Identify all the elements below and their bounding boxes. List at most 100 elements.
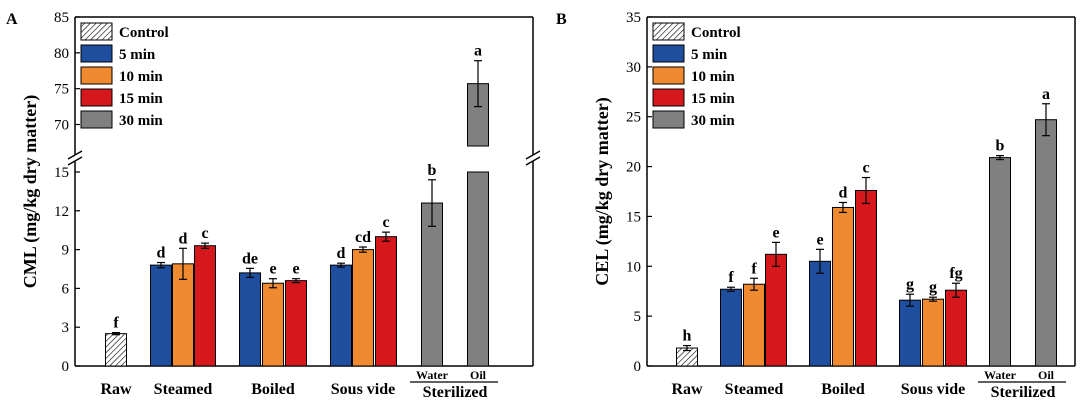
y-tick-label: 30 bbox=[626, 60, 641, 76]
bar bbox=[855, 190, 877, 367]
chart-panel-b: 0 5 10 15 20 25 30 35 CEL (mg/kg dry matter) h ff e… bbox=[592, 10, 1076, 401]
category-label: Sterilized bbox=[423, 384, 488, 401]
y-tick-label: 3 bbox=[62, 320, 70, 336]
y-tick-label: 85 bbox=[54, 10, 69, 26]
significance-letter: fg bbox=[949, 265, 962, 282]
y-tick-label: 70 bbox=[54, 118, 69, 134]
category-label: Steamed bbox=[154, 381, 213, 398]
bar bbox=[375, 236, 397, 367]
bar bbox=[150, 264, 172, 367]
bar bbox=[945, 289, 967, 367]
legend-label: 15 min bbox=[119, 91, 163, 107]
axis-break-gap bbox=[65, 155, 85, 161]
bar bbox=[330, 264, 352, 367]
legend-label: Control bbox=[691, 25, 741, 41]
legend-label: 30 min bbox=[691, 113, 735, 129]
significance-letter: e bbox=[269, 261, 276, 278]
significance-letter: a bbox=[1042, 86, 1050, 103]
bar bbox=[765, 253, 787, 367]
axis-break-gap bbox=[523, 155, 543, 161]
category-label: Boiled bbox=[821, 381, 865, 398]
significance-letter: f bbox=[751, 260, 757, 277]
significance-letter: d bbox=[179, 230, 188, 247]
legend-label: 10 min bbox=[119, 69, 163, 85]
legend-swatch bbox=[652, 66, 685, 85]
category-label: Raw bbox=[100, 381, 132, 398]
panel-label-b: B bbox=[556, 11, 567, 28]
legend-swatch bbox=[652, 110, 685, 129]
y-tick-label: 75 bbox=[54, 82, 69, 98]
significance-letter: a bbox=[474, 43, 482, 60]
y-tick-label: 15 bbox=[54, 165, 69, 181]
category-label: Sous vide bbox=[331, 381, 395, 398]
bar bbox=[922, 298, 944, 367]
legend-swatch bbox=[80, 88, 113, 107]
significance-letter: c bbox=[862, 160, 869, 177]
significance-letter: cd bbox=[355, 229, 371, 246]
significance-letter: d bbox=[839, 184, 848, 201]
significance-letter: e bbox=[292, 261, 299, 278]
break-mark bbox=[525, 150, 541, 160]
sub-category-label: Water bbox=[984, 368, 1017, 382]
y-tick-label: 15 bbox=[626, 209, 641, 225]
legend-swatch bbox=[80, 110, 113, 129]
bar bbox=[239, 272, 261, 367]
category-label: Sterilized bbox=[991, 384, 1056, 401]
y-tick-label: 35 bbox=[626, 10, 641, 26]
y-tick-label: 0 bbox=[634, 359, 642, 375]
bar bbox=[899, 299, 921, 367]
y-axis-label: CEL (mg/kg dry matter) bbox=[592, 97, 613, 285]
bar bbox=[809, 260, 831, 367]
significance-letter: h bbox=[683, 328, 692, 345]
y-tick-label: 20 bbox=[626, 160, 641, 176]
y-tick-label: 0 bbox=[62, 359, 70, 375]
break-mark bbox=[67, 150, 83, 160]
legend-swatch bbox=[652, 88, 685, 107]
bar bbox=[467, 171, 489, 367]
sub-category-label: Oil bbox=[470, 368, 487, 382]
break-mark bbox=[525, 156, 541, 166]
category-label: Sous vide bbox=[901, 381, 965, 398]
legend-label: 30 min bbox=[119, 113, 163, 129]
legend-label: Control bbox=[119, 25, 169, 41]
category-label: Boiled bbox=[251, 381, 295, 398]
sub-category-label: Water bbox=[416, 368, 449, 382]
y-tick-label: 5 bbox=[634, 309, 642, 325]
y-tick-label: 9 bbox=[62, 243, 70, 259]
bar bbox=[720, 288, 742, 367]
significance-letter: f bbox=[113, 315, 119, 332]
significance-letter: de bbox=[242, 250, 258, 267]
significance-letter: c bbox=[382, 214, 389, 231]
chart-panel-a: 0 3 6 9 12 15 70 75 80 85 CML (mg/kg dry matter) f d… bbox=[20, 10, 543, 401]
significance-letter: e bbox=[816, 231, 823, 248]
legend-label: 15 min bbox=[691, 91, 735, 107]
significance-letter: b bbox=[428, 162, 437, 179]
y-axis-label: CML (mg/kg dry matter) bbox=[20, 95, 41, 288]
panel-label-a: A bbox=[6, 11, 18, 28]
bar bbox=[1035, 119, 1057, 367]
y-tick-label: 25 bbox=[626, 110, 641, 126]
category-label: Raw bbox=[671, 381, 703, 398]
bar bbox=[989, 157, 1011, 367]
legend-swatch bbox=[652, 22, 685, 41]
legend-label: 5 min bbox=[691, 47, 728, 63]
significance-letter: g bbox=[929, 279, 937, 296]
category-label: Steamed bbox=[725, 381, 784, 398]
bar bbox=[832, 206, 854, 367]
significance-letter: b bbox=[996, 138, 1005, 155]
bar bbox=[352, 249, 374, 367]
bar bbox=[262, 282, 284, 367]
axis-break-gap bbox=[76, 155, 532, 161]
legend-label: 10 min bbox=[691, 69, 735, 85]
y-tick-label: 12 bbox=[54, 204, 69, 220]
legend-swatch bbox=[80, 44, 113, 63]
significance-letter: g bbox=[906, 276, 914, 293]
significance-letter: e bbox=[772, 224, 779, 241]
y-tick-label: 10 bbox=[626, 259, 641, 275]
bar bbox=[285, 280, 307, 367]
significance-letter: f bbox=[728, 269, 734, 286]
bar bbox=[194, 245, 216, 367]
legend-swatch bbox=[80, 22, 113, 41]
break-mark bbox=[67, 156, 83, 166]
